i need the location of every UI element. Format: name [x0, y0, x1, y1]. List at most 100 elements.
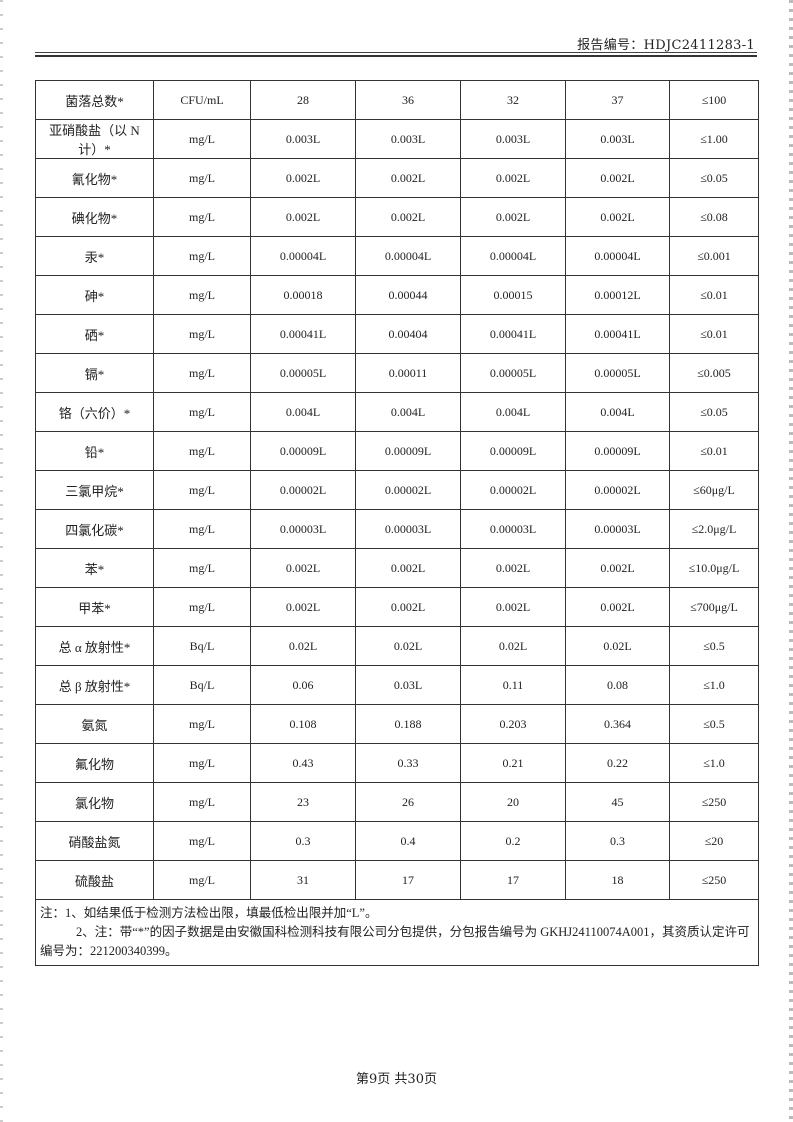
sample-1-cell: 0.002L — [250, 587, 356, 627]
table-row: 甲苯* mg/L 0.002L 0.002L 0.002L 0.002L ≤700μg/L — [35, 587, 759, 627]
unit-cell: mg/L — [153, 821, 251, 861]
limit-cell: ≤0.05 — [669, 158, 759, 198]
limit-cell: ≤1.00 — [669, 119, 759, 159]
limit-cell: ≤700μg/L — [669, 587, 759, 627]
sample-4-cell: 0.002L — [565, 587, 670, 627]
sample-2-cell: 0.4 — [355, 821, 461, 861]
sample-3-cell: 20 — [460, 782, 566, 822]
table-row: 铅* mg/L 0.00009L 0.00009L 0.00009L 0.00009L ≤0… — [35, 431, 759, 471]
table-row: 苯* mg/L 0.002L 0.002L 0.002L 0.002L ≤10.0μg/L — [35, 548, 759, 588]
sample-2-cell: 17 — [355, 860, 461, 900]
sample-1-cell: 0.00003L — [250, 509, 356, 549]
limit-cell: ≤1.0 — [669, 665, 759, 705]
sample-1-cell: 0.00004L — [250, 236, 356, 276]
sample-1-cell: 0.02L — [250, 626, 356, 666]
sample-3-cell: 0.002L — [460, 587, 566, 627]
sample-2-cell: 0.02L — [355, 626, 461, 666]
sample-4-cell: 0.003L — [565, 119, 670, 159]
unit-cell: mg/L — [153, 236, 251, 276]
sample-4-cell: 0.00005L — [565, 353, 670, 393]
item-name-cell: 三氯甲烷* — [35, 470, 154, 510]
sample-1-cell: 0.00009L — [250, 431, 356, 471]
table-row: 硒* mg/L 0.00041L 0.00404 0.00041L 0.00041L ≤0.… — [35, 314, 759, 354]
item-name-cell: 硫酸盐 — [35, 860, 154, 900]
header-divider — [35, 52, 757, 53]
table-row: 氰化物* mg/L 0.002L 0.002L 0.002L 0.002L ≤0.05 — [35, 158, 759, 198]
sample-1-cell: 0.00002L — [250, 470, 356, 510]
sample-2-cell: 0.00003L — [355, 509, 461, 549]
sample-2-cell: 0.002L — [355, 548, 461, 588]
item-name-cell: 总 β 放射性* — [35, 665, 154, 705]
sample-1-cell: 23 — [250, 782, 356, 822]
item-name-cell: 碘化物* — [35, 197, 154, 237]
sample-4-cell: 0.00003L — [565, 509, 670, 549]
page-number: 第9页 共30页 — [356, 1072, 437, 1087]
sample-1-cell: 0.003L — [250, 119, 356, 159]
unit-cell: mg/L — [153, 587, 251, 627]
sample-1-cell: 0.3 — [250, 821, 356, 861]
limit-cell: ≤0.01 — [669, 275, 759, 315]
item-name-cell: 甲苯* — [35, 587, 154, 627]
sample-1-cell: 0.00041L — [250, 314, 356, 354]
table-row: 硫酸盐 mg/L 31 17 17 18 ≤250 — [35, 860, 759, 900]
sample-1-cell: 0.00018 — [250, 275, 356, 315]
table-row: 总 α 放射性* Bq/L 0.02L 0.02L 0.02L 0.02L ≤0.5 — [35, 626, 759, 666]
sample-3-cell: 17 — [460, 860, 566, 900]
unit-cell: mg/L — [153, 548, 251, 588]
sample-3-cell: 0.02L — [460, 626, 566, 666]
unit-cell: mg/L — [153, 470, 251, 510]
sample-4-cell: 0.3 — [565, 821, 670, 861]
sample-3-cell: 0.004L — [460, 392, 566, 432]
table-row: 汞* mg/L 0.00004L 0.00004L 0.00004L 0.00004L ≤0… — [35, 236, 759, 276]
sample-4-cell: 0.364 — [565, 704, 670, 744]
note-2: 2、注：带“*”的因子数据是由安徽国科检测科技有限公司分包提供，分包报告编号为 … — [40, 925, 750, 958]
table-row: 氯化物 mg/L 23 26 20 45 ≤250 — [35, 782, 759, 822]
sample-3-cell: 0.00005L — [460, 353, 566, 393]
sample-2-cell: 0.00004L — [355, 236, 461, 276]
item-name-cell: 菌落总数* — [35, 80, 154, 120]
unit-cell: mg/L — [153, 509, 251, 549]
table-row: 铬（六价）* mg/L 0.004L 0.004L 0.004L 0.004L ≤0.05 — [35, 392, 759, 432]
sample-4-cell: 0.02L — [565, 626, 670, 666]
unit-cell: Bq/L — [153, 665, 251, 705]
sample-4-cell: 0.004L — [565, 392, 670, 432]
sample-3-cell: 0.00004L — [460, 236, 566, 276]
item-name-cell: 氟化物 — [35, 743, 154, 783]
sample-4-cell: 37 — [565, 80, 670, 120]
sample-2-cell: 0.188 — [355, 704, 461, 744]
unit-cell: mg/L — [153, 704, 251, 744]
sample-2-cell: 0.33 — [355, 743, 461, 783]
unit-cell: Bq/L — [153, 626, 251, 666]
sample-4-cell: 0.22 — [565, 743, 670, 783]
limit-cell: ≤2.0μg/L — [669, 509, 759, 549]
sample-4-cell: 0.00009L — [565, 431, 670, 471]
sample-2-cell: 0.003L — [355, 119, 461, 159]
sample-2-cell: 0.00011 — [355, 353, 461, 393]
notes-row: 注：1、如结果低于检测方法检出限，填最低检出限并加“L”。 2、注：带“*”的因… — [35, 899, 759, 966]
table-row: 砷* mg/L 0.00018 0.00044 0.00015 0.00012L ≤0.01 — [35, 275, 759, 315]
sample-3-cell: 0.002L — [460, 197, 566, 237]
results-table: 菌落总数* CFU/mL 28 36 32 37 ≤100 亚硝酸盐（以 N 计）* mg/L 0… — [35, 80, 759, 966]
item-name-cell: 硒* — [35, 314, 154, 354]
limit-cell: ≤1.0 — [669, 743, 759, 783]
note-1: 注：1、如结果低于检测方法检出限，填最低检出限并加“L”。 — [40, 906, 378, 920]
scan-edge-left — [0, 0, 3, 1122]
sample-2-cell: 0.00009L — [355, 431, 461, 471]
sample-3-cell: 32 — [460, 80, 566, 120]
unit-cell: CFU/mL — [153, 80, 251, 120]
sample-3-cell: 0.00015 — [460, 275, 566, 315]
sample-3-cell: 0.00009L — [460, 431, 566, 471]
sample-3-cell: 0.21 — [460, 743, 566, 783]
item-name-cell: 砷* — [35, 275, 154, 315]
sample-2-cell: 0.00404 — [355, 314, 461, 354]
item-name-cell: 汞* — [35, 236, 154, 276]
sample-4-cell: 0.002L — [565, 158, 670, 198]
item-name-cell: 苯* — [35, 548, 154, 588]
sample-2-cell: 0.002L — [355, 158, 461, 198]
unit-cell: mg/L — [153, 392, 251, 432]
sample-2-cell: 0.004L — [355, 392, 461, 432]
table-row: 硝酸盐氮 mg/L 0.3 0.4 0.2 0.3 ≤20 — [35, 821, 759, 861]
limit-cell: ≤20 — [669, 821, 759, 861]
header-divider-thick — [35, 55, 757, 57]
sample-4-cell: 0.002L — [565, 548, 670, 588]
